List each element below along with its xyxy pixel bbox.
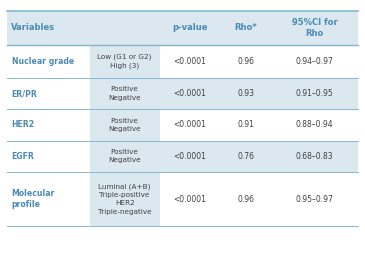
Bar [160,78,358,109]
Bar [90,45,160,78]
Text: Variables: Variables [11,23,55,32]
Text: Nuclear grade: Nuclear grade [12,57,74,66]
Text: 95%CI for
Rho: 95%CI for Rho [292,18,338,38]
Text: 0.68–0.83: 0.68–0.83 [296,152,334,161]
Bar [7,11,358,45]
Bar [90,109,160,141]
Bar [7,141,90,172]
Bar [7,45,358,78]
Bar [160,141,358,172]
Bar [7,172,358,226]
Text: 0.96: 0.96 [237,195,254,204]
Text: <0.0001: <0.0001 [173,89,206,98]
Bar [7,78,90,109]
Text: <0.0001: <0.0001 [173,152,206,161]
Text: 0.94–0.97: 0.94–0.97 [296,57,334,66]
Text: p-value: p-value [172,23,207,32]
Text: Molecular
profile: Molecular profile [12,189,55,209]
Text: Positive
Negative: Positive Negative [108,149,141,163]
Text: 0.91–0.95: 0.91–0.95 [296,89,334,98]
Text: 0.95–0.97: 0.95–0.97 [296,195,334,204]
Text: ER/PR: ER/PR [12,89,37,98]
Text: Luminal (A+B)
Triple-positive
HER2
Triple-negative: Luminal (A+B) Triple-positive HER2 Tripl… [98,183,151,215]
Text: <0.0001: <0.0001 [173,195,206,204]
Text: 0.76: 0.76 [237,152,254,161]
Bar [90,78,160,109]
Bar [90,172,160,226]
Text: Positive
Negative: Positive Negative [108,118,141,132]
Text: EGFR: EGFR [12,152,34,161]
Text: Rho*: Rho* [234,23,257,32]
Text: 0.88–0.94: 0.88–0.94 [296,121,334,130]
Text: Positive
Negative: Positive Negative [108,86,141,101]
Text: HER2: HER2 [12,121,35,130]
Text: Low (G1 or G2)
High (3): Low (G1 or G2) High (3) [97,54,152,69]
Text: <0.0001: <0.0001 [173,57,206,66]
Bar [90,141,160,172]
Text: <0.0001: <0.0001 [173,121,206,130]
Bar [7,109,358,141]
Text: 0.91: 0.91 [237,121,254,130]
Text: 0.96: 0.96 [237,57,254,66]
Text: 0.93: 0.93 [237,89,254,98]
